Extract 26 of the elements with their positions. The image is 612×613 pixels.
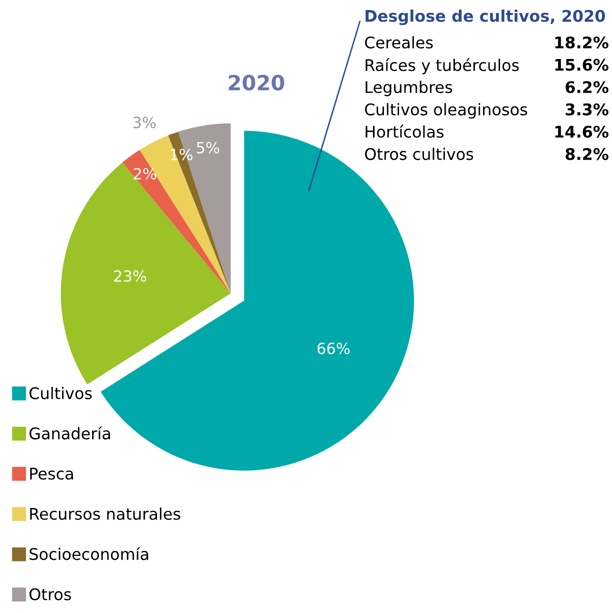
category-label: Legumbres — [366, 80, 452, 96]
data-label: 23% — [114, 270, 146, 282]
legend-label: Socioeconomía — [30, 547, 148, 560]
legend-label: Recursos naturales — [30, 508, 180, 520]
legend-label: Ganadería — [30, 426, 110, 440]
text: 3.3% — [566, 103, 608, 116]
legend-label: Pesca — [30, 468, 73, 480]
text: Desglose de cultivos, 2020 — [366, 10, 605, 26]
text: 6.2% — [566, 81, 608, 94]
data-label: 2% — [134, 168, 156, 180]
data-label: 3% — [133, 116, 156, 128]
text: 18.2% — [555, 36, 608, 49]
data-label: 5% — [196, 142, 220, 154]
data-label: 1% — [170, 148, 193, 160]
data-label: 66% — [318, 342, 350, 354]
category-label: Raíces y tubérculos — [366, 58, 519, 74]
legend-label: Cultivos — [30, 386, 92, 400]
chart-title: 2020 — [228, 74, 284, 91]
category-label: Cultivos oleaginosos — [365, 103, 528, 119]
text: 15.6% — [555, 58, 608, 71]
category-label: Otros cultivos — [365, 148, 474, 160]
text: 14.6% — [555, 126, 608, 138]
legend-label: Otros — [30, 588, 71, 600]
text: 8.2% — [566, 148, 608, 160]
category-label: Hortícolas — [366, 124, 444, 138]
category-label: Cereales — [365, 36, 433, 49]
